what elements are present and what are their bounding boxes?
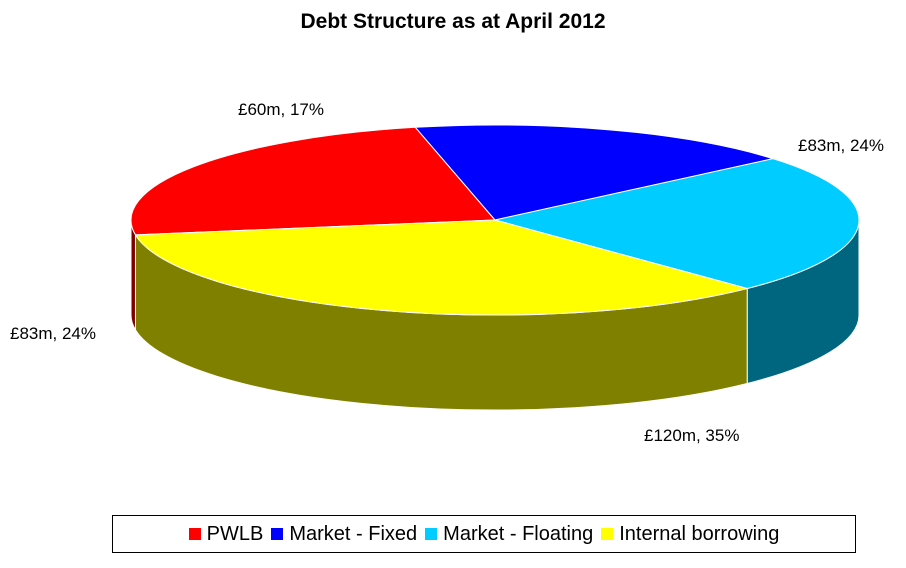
legend-label-pwlb: PWLB xyxy=(206,522,264,545)
legend-item-internal-borrowing: Internal borrowing xyxy=(601,523,779,546)
legend-item-pwlb: PWLB xyxy=(188,522,264,546)
legend-label-market-fixed: Market - Fixed xyxy=(289,522,418,545)
data-label-market-floating: £83m, 24% xyxy=(798,136,884,155)
pie-slice-pwlb xyxy=(130,126,496,236)
pie-side-pwlb xyxy=(130,219,136,331)
pie-slice-market-floating xyxy=(494,158,860,290)
legend-swatch-market-fixed xyxy=(271,528,284,540)
legend-swatch-internal-borrowing xyxy=(601,528,614,540)
legend-swatch-pwlb xyxy=(188,528,201,540)
data-label-internal-borrowing: £120m, 35% xyxy=(644,426,740,445)
legend-label-internal-borrowing: Internal borrowing xyxy=(619,522,780,545)
pie-slice-market-fixed xyxy=(414,124,774,221)
data-label-market-fixed: £60m, 17% xyxy=(238,100,324,119)
legend-swatch-market-floating xyxy=(425,528,438,540)
legend-item-market-fixed: Market - Fixed xyxy=(271,523,417,546)
legend-item-market-floating: Market - Floating xyxy=(425,523,593,546)
legend-label-market-floating: Market - Floating xyxy=(443,522,594,545)
chart-legend: PWLB Market - Fixed Market - Floating In… xyxy=(112,515,856,553)
pie-slice-internal-borrowing xyxy=(134,219,748,316)
data-label-pwlb: £83m, 24% xyxy=(10,324,96,343)
chart-title: Debt Structure as at April 2012 xyxy=(300,10,606,33)
